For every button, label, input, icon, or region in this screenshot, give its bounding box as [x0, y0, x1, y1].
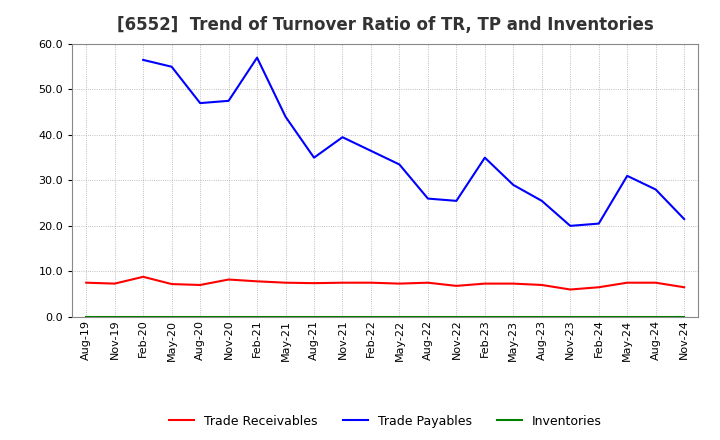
Trade Receivables: [509, 281, 518, 286]
Trade Receivables: [452, 283, 461, 289]
Inventories: [196, 314, 204, 319]
Inventories: [680, 314, 688, 319]
Line: Trade Payables: Trade Payables: [143, 58, 684, 226]
Title: [6552]  Trend of Turnover Ratio of TR, TP and Inventories: [6552] Trend of Turnover Ratio of TR, TP…: [117, 16, 654, 34]
Trade Payables: [310, 155, 318, 160]
Trade Receivables: [110, 281, 119, 286]
Inventories: [623, 314, 631, 319]
Trade Receivables: [82, 280, 91, 285]
Trade Payables: [680, 216, 688, 222]
Inventories: [566, 314, 575, 319]
Trade Payables: [282, 114, 290, 119]
Inventories: [537, 314, 546, 319]
Line: Trade Receivables: Trade Receivables: [86, 277, 684, 290]
Trade Receivables: [680, 285, 688, 290]
Inventories: [452, 314, 461, 319]
Inventories: [110, 314, 119, 319]
Trade Payables: [338, 135, 347, 140]
Inventories: [82, 314, 91, 319]
Trade Receivables: [537, 282, 546, 288]
Trade Payables: [225, 98, 233, 103]
Trade Receivables: [310, 281, 318, 286]
Inventories: [395, 314, 404, 319]
Inventories: [253, 314, 261, 319]
Trade Receivables: [338, 280, 347, 285]
Trade Receivables: [167, 282, 176, 287]
Inventories: [423, 314, 432, 319]
Trade Payables: [452, 198, 461, 203]
Inventories: [310, 314, 318, 319]
Trade Receivables: [595, 285, 603, 290]
Inventories: [167, 314, 176, 319]
Inventories: [595, 314, 603, 319]
Inventories: [338, 314, 347, 319]
Trade Payables: [423, 196, 432, 201]
Inventories: [366, 314, 375, 319]
Trade Receivables: [423, 280, 432, 285]
Trade Receivables: [366, 280, 375, 285]
Trade Payables: [253, 55, 261, 60]
Inventories: [480, 314, 489, 319]
Trade Payables: [139, 57, 148, 62]
Trade Payables: [595, 221, 603, 226]
Inventories: [225, 314, 233, 319]
Inventories: [139, 314, 148, 319]
Trade Payables: [537, 198, 546, 203]
Trade Receivables: [566, 287, 575, 292]
Trade Receivables: [139, 274, 148, 279]
Trade Payables: [366, 148, 375, 154]
Trade Receivables: [395, 281, 404, 286]
Trade Receivables: [253, 279, 261, 284]
Legend: Trade Receivables, Trade Payables, Inventories: Trade Receivables, Trade Payables, Inven…: [164, 411, 606, 433]
Trade Payables: [196, 100, 204, 106]
Trade Payables: [395, 162, 404, 167]
Trade Payables: [509, 182, 518, 187]
Trade Payables: [623, 173, 631, 179]
Trade Payables: [566, 223, 575, 228]
Inventories: [282, 314, 290, 319]
Trade Receivables: [480, 281, 489, 286]
Trade Receivables: [196, 282, 204, 288]
Trade Payables: [167, 64, 176, 70]
Trade Receivables: [282, 280, 290, 285]
Inventories: [509, 314, 518, 319]
Trade Receivables: [623, 280, 631, 285]
Trade Payables: [480, 155, 489, 160]
Trade Receivables: [652, 280, 660, 285]
Trade Receivables: [225, 277, 233, 282]
Trade Payables: [652, 187, 660, 192]
Inventories: [652, 314, 660, 319]
